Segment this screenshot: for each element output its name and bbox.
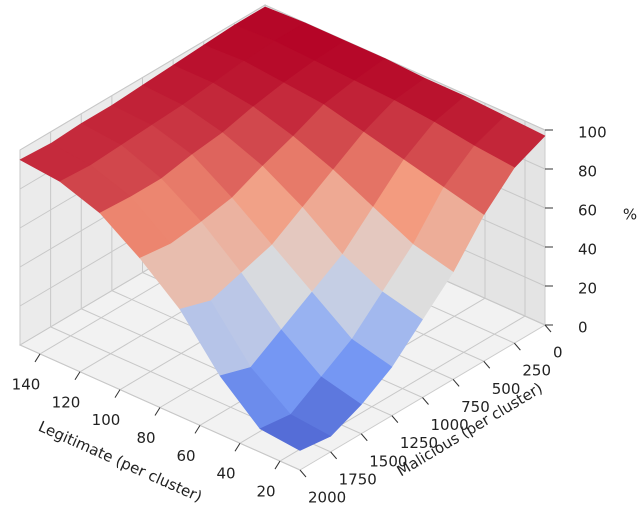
z-tick-label: 100: [578, 124, 607, 142]
tick-mark: [452, 379, 460, 387]
x-tick-label: 100: [92, 411, 121, 429]
x-tick-label: 60: [176, 447, 195, 465]
tick-mark: [391, 415, 399, 423]
tick-mark: [74, 371, 81, 381]
surface: [19, 6, 546, 451]
x-tick-label: 40: [216, 465, 235, 483]
z-axis-label: %: [623, 206, 637, 224]
z-tick-label: 40: [578, 241, 597, 259]
x-tick-label: 120: [52, 393, 81, 411]
surface-patch: [259, 414, 331, 451]
y-tick-label: 500: [492, 380, 521, 398]
x-tick-label: 80: [136, 429, 155, 447]
tick-mark: [34, 353, 41, 363]
y-tick-label: 1750: [339, 470, 377, 488]
z-tick-label: 0: [578, 319, 588, 337]
grid-line: [19, 4, 266, 151]
tick-mark: [513, 342, 521, 351]
tick-mark: [274, 460, 281, 470]
y-tick-label: 1250: [400, 434, 438, 452]
tick-mark: [330, 451, 338, 460]
x-tick-label: 140: [12, 375, 41, 393]
y-tick-label: 750: [461, 398, 490, 416]
tick-mark: [154, 407, 161, 416]
x-tick-label: 20: [256, 483, 275, 501]
tick-mark: [360, 433, 368, 442]
y-tick-label: 1500: [369, 452, 407, 470]
y-tick-label: 2000: [308, 489, 346, 507]
z-tick-label: 60: [578, 202, 597, 220]
z-tick-label: 80: [578, 163, 597, 181]
y-tick-label: 1000: [431, 416, 469, 434]
tick-mark: [483, 360, 491, 369]
z-tick-label: 20: [578, 280, 597, 298]
tick-mark: [544, 324, 552, 333]
tick-mark: [114, 389, 121, 398]
tick-mark: [234, 442, 241, 452]
y-tick-label: 250: [522, 362, 551, 380]
tick-mark: [194, 425, 201, 434]
tick-mark: [422, 397, 429, 405]
tick-mark: [299, 469, 307, 478]
y-tick-label: 0: [553, 344, 563, 362]
